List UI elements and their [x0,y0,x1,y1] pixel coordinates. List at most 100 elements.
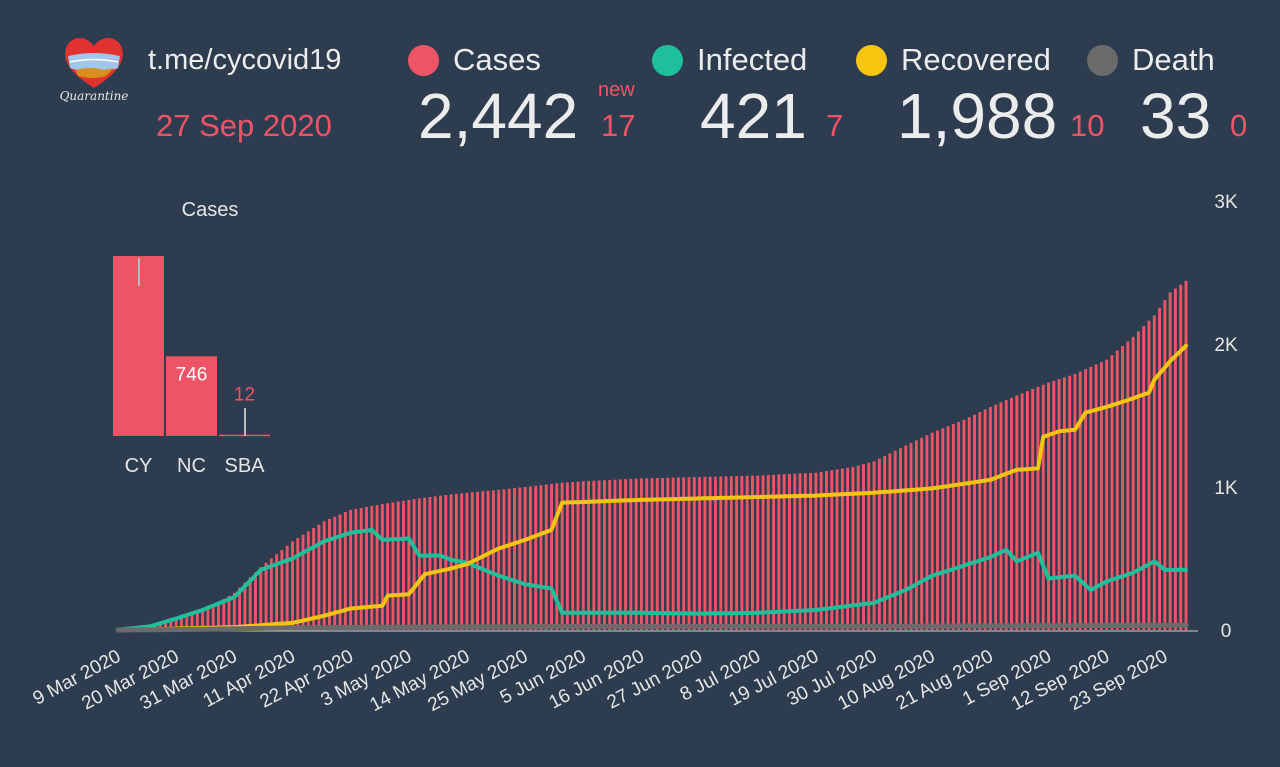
cases-bar [285,545,289,630]
cases-bar [306,531,310,630]
cases-bar [333,516,337,630]
cases-bar [296,538,300,630]
cases-bar [788,474,791,630]
cases-bar [936,430,939,630]
cases-bar [904,445,908,630]
cases-bar [433,496,437,630]
new-label: new [598,79,635,101]
cases-bar [1168,292,1172,630]
cases-bar [909,442,913,630]
cases-bar [317,524,321,630]
cases-bar [1036,386,1040,630]
cases-bar [661,477,665,630]
cases-bar [962,419,966,630]
cases-label: Cases [453,42,541,77]
cases-bar [973,414,976,630]
cases-total: 2,442 [418,80,579,152]
cases-bar [1115,350,1119,630]
cases-bar [1015,395,1019,630]
cases-bar [539,485,543,630]
cases-bar [259,567,263,630]
cases-bar [835,469,839,630]
cases-bar [645,478,649,630]
cases-bar [1062,377,1066,630]
cases-bar [1126,341,1130,630]
cases-bar [761,475,765,630]
cases-bar [951,424,955,630]
cases-bar [481,491,485,630]
inset-data-label: 746 [176,364,208,385]
cases-bar [825,471,828,630]
cases-bar [402,500,405,630]
cases-bar [581,481,585,630]
cases-bar [687,477,691,630]
cases-bar [714,476,717,630]
cases-bar [391,502,395,630]
cases-bar [417,498,421,630]
cases-bar [217,602,220,630]
cases-bar [692,477,696,630]
cases-bar [312,527,316,630]
cases-bar [423,497,427,630]
cases-bar [497,489,501,630]
cases-bar [502,489,506,630]
cases-bar [1031,389,1035,630]
cases-bar [930,432,934,630]
cases-bar [486,490,490,630]
cases-bar [275,554,279,630]
cases-bar [354,508,358,630]
cases-bar [1041,384,1045,630]
cyprus-island-icon [76,68,114,78]
cases-bar [206,608,210,630]
cases-bar [766,475,770,630]
cases-bar [359,507,363,630]
cases-bar [877,458,881,630]
recovered-label: Recovered [901,42,1051,77]
cases-bar [396,501,400,630]
cases-bar [1173,288,1177,630]
cases-bar [528,486,532,630]
y-tick-label: 3K [1214,192,1238,213]
source-link[interactable]: t.me/cycovid19 [148,44,342,76]
cases-bar [232,592,236,630]
cases-bar [1136,331,1140,630]
cases-bar [756,475,760,630]
cases-bar [777,474,781,630]
cases-bar [994,404,998,630]
cases-bar [809,472,813,630]
cases-bar [243,582,247,630]
cases-bar [851,466,855,630]
quarantine-logo: Quarantine [60,37,128,103]
cases-bar [624,479,628,630]
cases-bar [518,487,522,630]
cases-bar [867,462,871,630]
cases-bar [846,467,850,630]
death-new: 0 [1230,108,1248,143]
inset-tick-label: CY [125,455,153,477]
cases-bar [1163,300,1167,630]
cases-bar [544,484,548,630]
death-dot-icon [1087,44,1118,76]
recovered-line [116,343,1188,632]
cases-bar [222,599,226,630]
cases-bar [164,622,168,630]
cases-bar [576,481,580,630]
cases-bar [375,505,379,630]
cases-bar [201,611,205,630]
cases-bar [1052,380,1056,630]
cases-bar [428,497,432,630]
cases-bar [1057,379,1061,630]
y-tick-label: 2K [1214,335,1238,356]
infected-line [116,527,1188,632]
cases-bar [439,495,442,630]
cases-bar [1105,359,1109,630]
cases-bar [190,614,194,630]
cases-bar [1142,326,1146,631]
infected-new: 7 [826,108,844,143]
cases-bar [587,481,590,630]
cases-by-region-chart: Cases CY NC 746 SBA 12 [113,199,270,477]
cases-bar [650,478,654,630]
cases-bar [254,572,257,630]
legend-infected: Infected [652,40,807,80]
